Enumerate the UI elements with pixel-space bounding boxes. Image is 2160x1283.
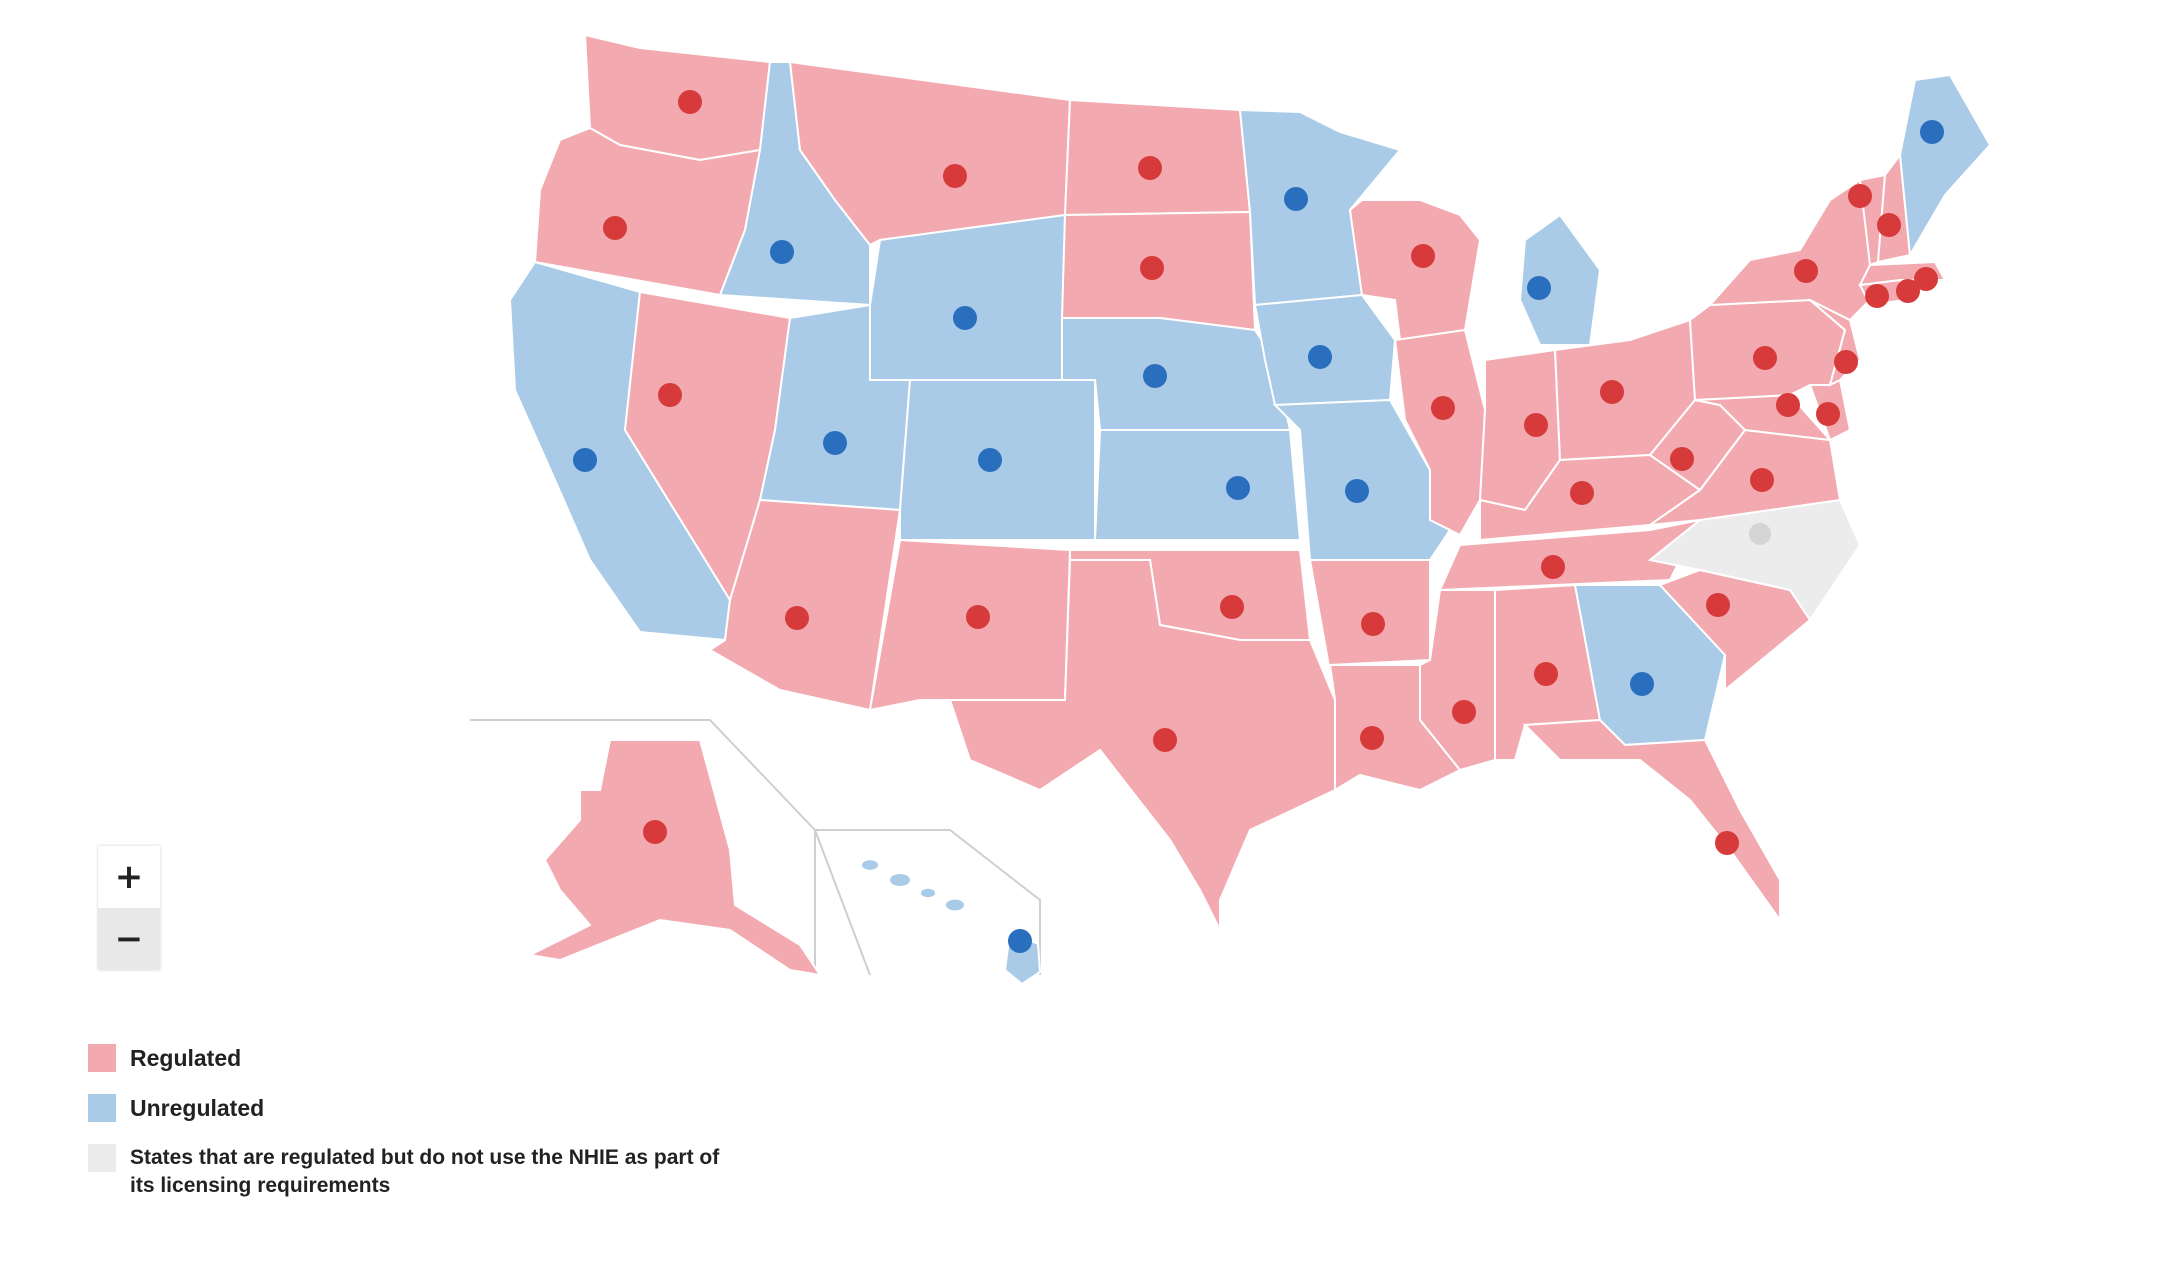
state-marker-maryland[interactable] (1776, 393, 1800, 417)
legend-label-regulated: Regulated (130, 1045, 242, 1071)
state-marker-arkansas[interactable] (1361, 612, 1385, 636)
state-marker-arizona[interactable] (785, 606, 809, 630)
legend-swatch-not-nhie (88, 1144, 116, 1172)
state-marker-minnesota[interactable] (1284, 187, 1308, 211)
hawaii-island (946, 899, 964, 911)
zoom-in-button[interactable]: + (114, 857, 144, 897)
state-marker-virginia[interactable] (1750, 468, 1774, 492)
state-marker-utah[interactable] (823, 431, 847, 455)
state-marker-wisconsin[interactable] (1411, 244, 1435, 268)
hawaii-island (862, 860, 878, 870)
state-marker-louisiana[interactable] (1360, 726, 1384, 750)
state-marker-west-virginia[interactable] (1670, 447, 1694, 471)
state-marker-california[interactable] (573, 448, 597, 472)
hawaii-island (921, 888, 935, 898)
state-marker-illinois[interactable] (1431, 396, 1455, 420)
state-florida[interactable]: Florida (1522, 718, 1781, 924)
state-marker-indiana[interactable] (1524, 413, 1548, 437)
map-legend: Regulated Unregulated States that are re… (88, 1044, 730, 1222)
state-marker-rhode-island[interactable] (1896, 279, 1920, 303)
state-arizona[interactable]: Arizona (708, 498, 902, 712)
state-marker-alabama[interactable] (1534, 662, 1558, 686)
state-missouri[interactable]: Missouri (1272, 398, 1452, 561)
state-marker-florida[interactable] (1715, 831, 1739, 855)
state-marker-connecticut[interactable] (1865, 284, 1889, 308)
state-marker-new-hampshire[interactable] (1877, 213, 1901, 237)
state-marker-wyoming[interactable] (953, 306, 977, 330)
state-marker-washington[interactable] (678, 90, 702, 114)
state-illinois[interactable]: Illinois (1393, 328, 1487, 537)
legend-swatch-regulated (88, 1044, 116, 1072)
inset-frame-line (815, 829, 1041, 975)
state-marker-iowa[interactable] (1308, 345, 1332, 369)
state-marker-north-dakota[interactable] (1138, 156, 1162, 180)
state-marker-mississippi[interactable] (1452, 700, 1476, 724)
state-maine[interactable]: Maine (1898, 73, 1992, 259)
state-marker-vermont[interactable] (1848, 184, 1872, 208)
state-nebraska[interactable]: Nebraska (1061, 317, 1292, 431)
state-marker-new-york[interactable] (1794, 259, 1818, 283)
state-marker-north-carolina[interactable] (1749, 523, 1771, 545)
state-marker-tennessee[interactable] (1541, 555, 1565, 579)
state-marker-idaho[interactable] (770, 240, 794, 264)
legend-swatch-unregulated (88, 1094, 116, 1122)
state-marker-michigan[interactable] (1527, 276, 1551, 300)
state-marker-hawaii[interactable] (1008, 929, 1032, 953)
legend-label-not-nhie: States that are regulated but do not use… (130, 1146, 720, 1197)
state-marker-missouri[interactable] (1345, 479, 1369, 503)
zoom-out-button[interactable]: − (98, 908, 160, 970)
state-marker-georgia[interactable] (1630, 672, 1654, 696)
state-marker-massachusetts[interactable] (1914, 267, 1938, 291)
state-marker-south-dakota[interactable] (1140, 256, 1164, 280)
state-marker-delaware[interactable] (1816, 402, 1840, 426)
state-marker-kansas[interactable] (1226, 476, 1250, 500)
legend-item-unregulated: Unregulated (88, 1094, 730, 1122)
state-alaska[interactable]: Alaska (526, 739, 823, 977)
state-marker-kentucky[interactable] (1570, 481, 1594, 505)
state-marker-oregon[interactable] (603, 216, 627, 240)
zoom-control: + − (98, 846, 160, 970)
state-marker-new-jersey[interactable] (1834, 350, 1858, 374)
state-marker-montana[interactable] (943, 164, 967, 188)
state-marker-south-carolina[interactable] (1706, 593, 1730, 617)
hawaii-island (890, 874, 910, 886)
state-marker-alaska[interactable] (643, 820, 667, 844)
legend-item-not-nhie: States that are regulated but do not use… (88, 1144, 730, 1200)
state-marker-ohio[interactable] (1600, 380, 1624, 404)
state-marker-new-mexico[interactable] (966, 605, 990, 629)
legend-label-unregulated: Unregulated (130, 1095, 265, 1121)
state-texas[interactable]: Texas (948, 559, 1336, 931)
legend-item-regulated: Regulated (88, 1044, 730, 1072)
state-wyoming[interactable]: Wyoming (869, 213, 1067, 381)
state-marker-nevada[interactable] (658, 383, 682, 407)
state-marker-oklahoma[interactable] (1220, 595, 1244, 619)
state-marker-texas[interactable] (1153, 728, 1177, 752)
state-marker-colorado[interactable] (978, 448, 1002, 472)
inset-frame-line (470, 719, 871, 976)
state-marker-nebraska[interactable] (1143, 364, 1167, 388)
state-marker-maine[interactable] (1920, 120, 1944, 144)
state-north-dakota[interactable]: North Dakota (1063, 98, 1252, 217)
state-kansas[interactable]: Kansas (1093, 429, 1302, 541)
state-marker-pennsylvania[interactable] (1753, 346, 1777, 370)
